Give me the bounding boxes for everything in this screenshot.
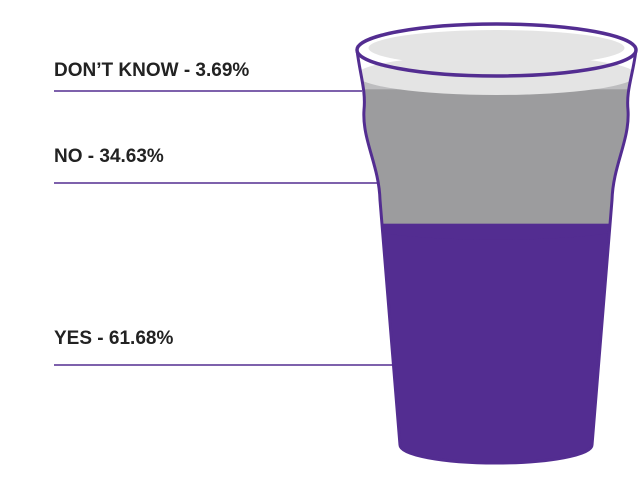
glass-outline (355, 49, 638, 465)
segment-label: NO - 34.63% (54, 146, 164, 167)
glass-rim (355, 22, 638, 78)
rim-inner (368, 30, 625, 66)
liquid-segment (357, 223, 636, 463)
segment-label: YES - 61.68% (54, 328, 173, 349)
liquid-segment (357, 89, 636, 224)
segment-label: DON’T KNOW - 3.69% (54, 60, 249, 81)
